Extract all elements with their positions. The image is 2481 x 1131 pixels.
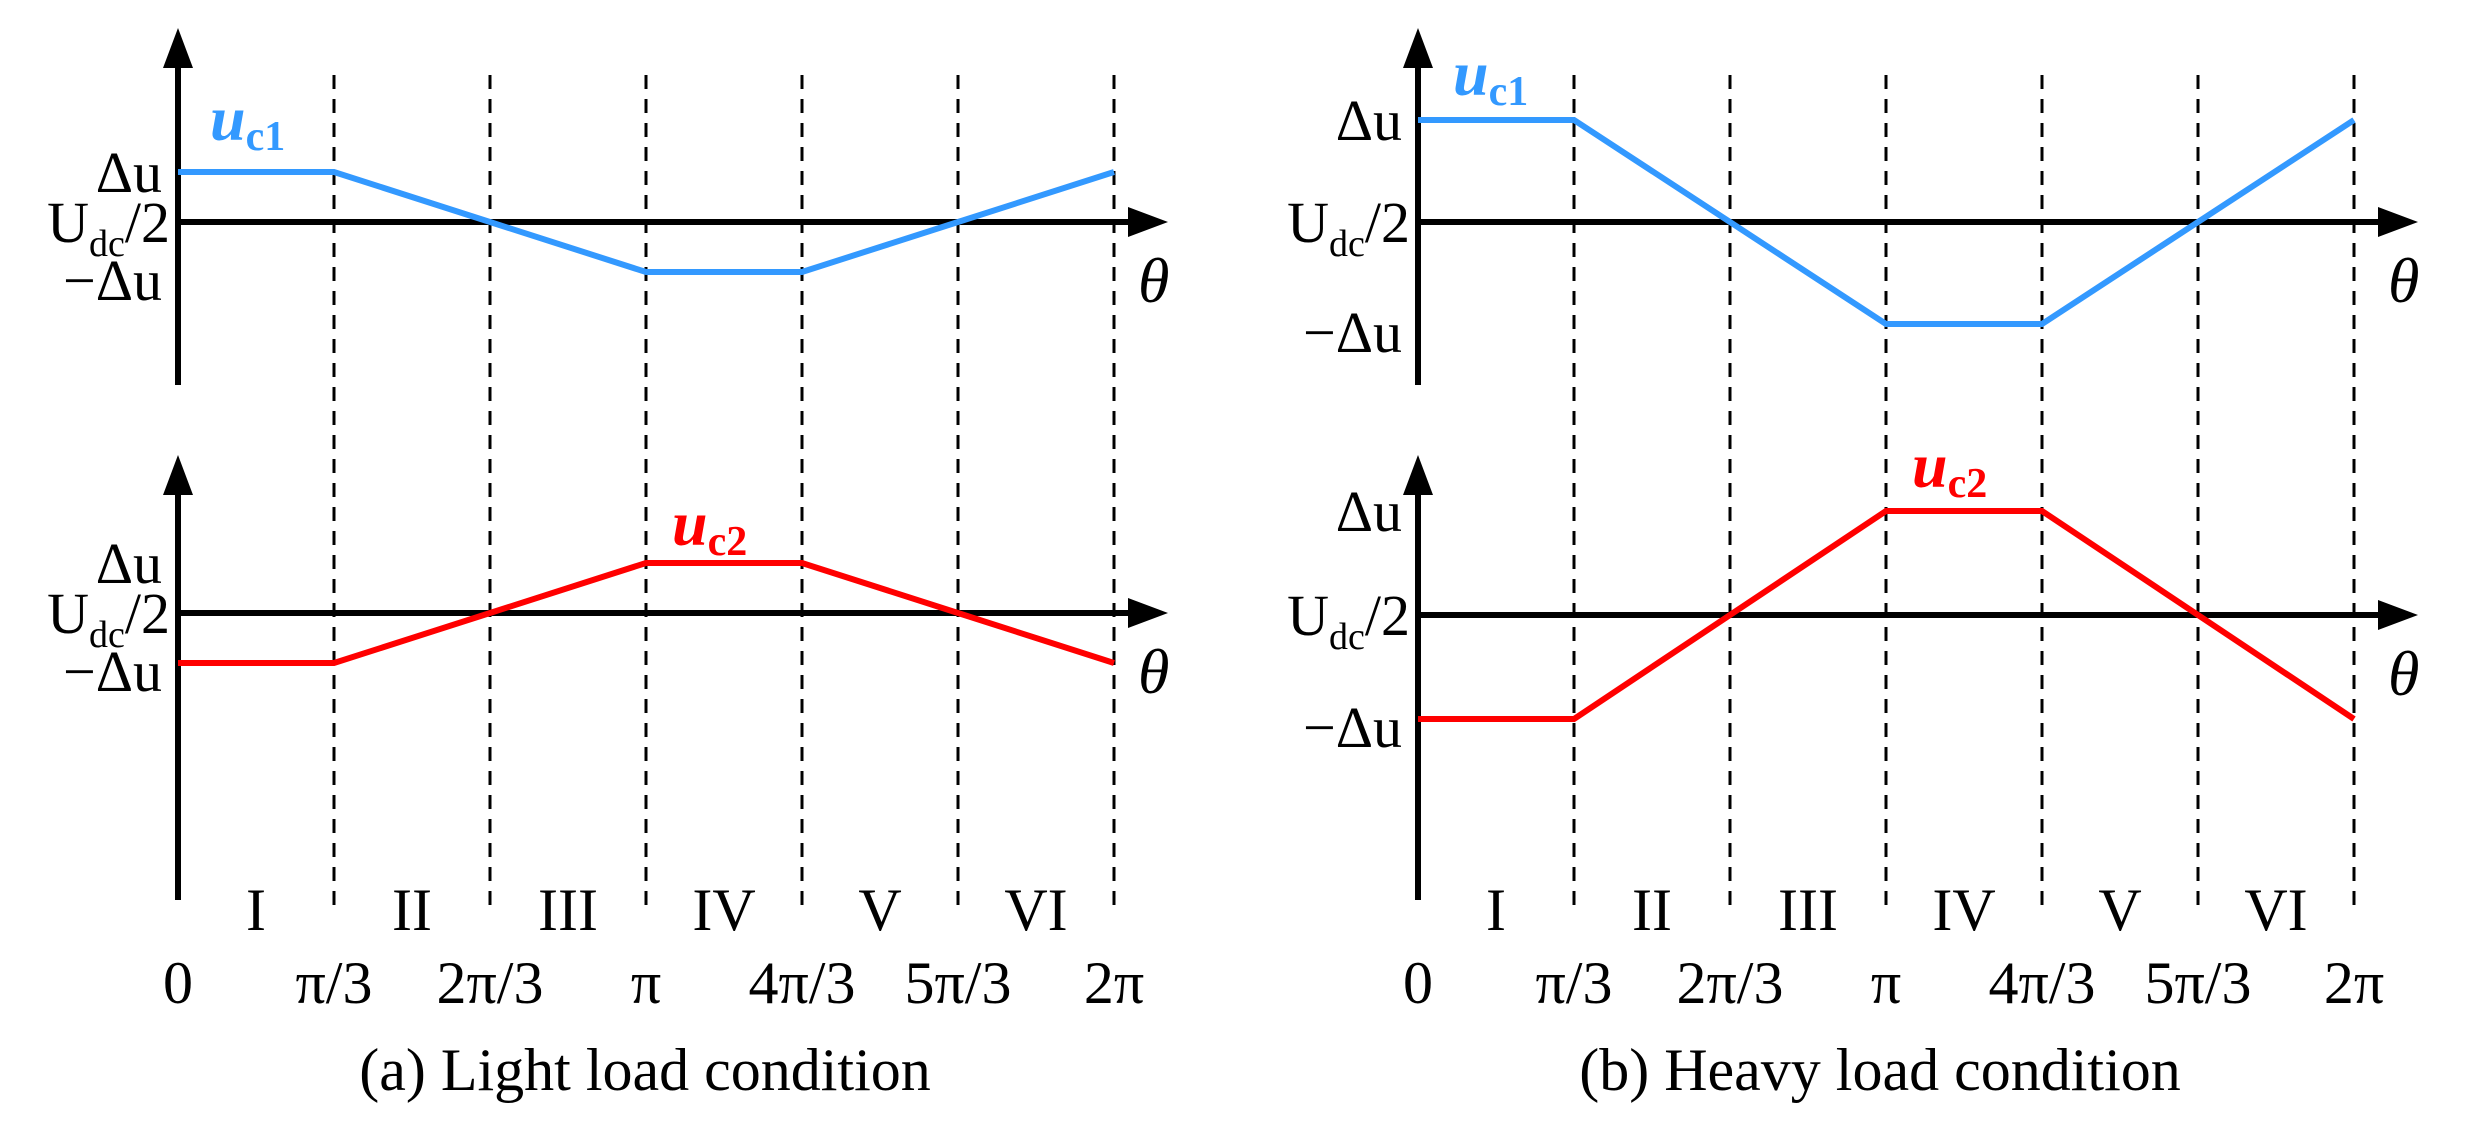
y-axis-arrowhead	[1403, 455, 1433, 495]
x-tick-label: 2π	[2324, 950, 2384, 1016]
x-tick-label: 5π/3	[905, 950, 1012, 1016]
series-label-subscript: c2	[1948, 461, 1988, 507]
level-label-bottom: −Δu	[63, 639, 162, 704]
y-axis-arrowhead	[163, 455, 193, 495]
series-label-subscript: c1	[1489, 69, 1529, 115]
x-axis-arrowhead	[2378, 600, 2418, 630]
waveform-c1-line	[1418, 117, 2356, 327]
y-axis-arrowhead	[163, 28, 193, 68]
region-label: I	[1486, 877, 1506, 943]
x-tick-label: 2π	[1084, 950, 1144, 1016]
series-label-main: u	[210, 83, 246, 154]
region-label: III	[538, 877, 598, 943]
x-tick-label: 4π/3	[749, 950, 856, 1016]
series-label-subscript: c1	[246, 114, 286, 160]
x-tick-label: π	[631, 950, 661, 1016]
x-axis-label: θ	[2388, 638, 2419, 709]
waveform-c2-line	[1418, 508, 2356, 722]
level-label-top: Δu	[1336, 479, 1402, 544]
series-label-c1: uc1	[210, 83, 285, 160]
level-label-bottom: −Δu	[1303, 695, 1402, 760]
region-label: II	[392, 877, 432, 943]
level-label-mid-tail: /2	[125, 581, 170, 646]
series-label-main: u	[672, 488, 708, 559]
level-label-mid-sub: dc	[1329, 223, 1365, 265]
series-label-c2: uc2	[672, 488, 747, 565]
level-label-bottom: −Δu	[1303, 300, 1402, 365]
region-label: V	[858, 877, 901, 943]
level-label-mid-tail: /2	[1365, 583, 1410, 648]
level-label-mid-sub: dc	[89, 614, 125, 656]
level-label-mid-main: U	[47, 190, 89, 255]
waveform-c2-line	[178, 560, 1115, 666]
level-label-mid-main: U	[47, 581, 89, 646]
x-axis-arrowhead	[1128, 598, 1168, 628]
region-label: I	[246, 877, 266, 943]
region-label: VI	[1004, 877, 1067, 943]
series-label-subscript: c2	[708, 519, 748, 565]
level-label-top: Δu	[96, 140, 162, 205]
series-label-c1: uc1	[1453, 38, 1528, 115]
x-tick-label: 5π/3	[2145, 950, 2252, 1016]
series-label-c2: uc2	[1912, 430, 1987, 507]
region-label: IV	[692, 877, 755, 943]
panel-caption: (a) Light load condition	[359, 1037, 931, 1103]
level-label-mid: Udc/2	[47, 581, 170, 656]
level-label-mid-sub: dc	[1329, 616, 1365, 658]
x-axis-label: θ	[1138, 245, 1169, 316]
level-label-top: Δu	[96, 531, 162, 596]
series-label-main: u	[1912, 430, 1948, 501]
x-tick-label: 4π/3	[1989, 950, 2096, 1016]
level-label-mid: Udc/2	[47, 190, 170, 265]
region-label: II	[1632, 877, 1672, 943]
level-label-mid-sub: dc	[89, 223, 125, 265]
panel-caption: (b) Heavy load condition	[1579, 1037, 2181, 1103]
region-label: VI	[2244, 877, 2307, 943]
level-label-mid-tail: /2	[125, 190, 170, 255]
level-label-mid-tail: /2	[1365, 190, 1410, 255]
x-tick-label: π/3	[1536, 950, 1613, 1016]
level-label-mid-main: U	[1287, 583, 1329, 648]
x-axis-label: θ	[1138, 636, 1169, 707]
level-label-mid-main: U	[1287, 190, 1329, 255]
region-label: V	[2098, 877, 2141, 943]
x-tick-label: π	[1871, 950, 1901, 1016]
series-label-main: u	[1453, 38, 1489, 109]
level-label-bottom: −Δu	[63, 248, 162, 313]
level-label-mid: Udc/2	[1287, 190, 1410, 265]
x-tick-label: 2π/3	[1677, 950, 1784, 1016]
y-axis-arrowhead	[1403, 28, 1433, 68]
level-label-top: Δu	[1336, 88, 1402, 153]
level-label-mid: Udc/2	[1287, 583, 1410, 658]
region-label: III	[1778, 877, 1838, 943]
x-tick-label: 0	[163, 950, 193, 1016]
x-tick-label: 2π/3	[437, 950, 544, 1016]
x-axis-label: θ	[2388, 245, 2419, 316]
region-label: IV	[1932, 877, 1995, 943]
x-tick-label: π/3	[296, 950, 373, 1016]
x-axis-arrowhead	[1128, 207, 1168, 237]
waveform-c1-line	[178, 169, 1115, 275]
x-tick-label: 0	[1403, 950, 1433, 1016]
x-axis-arrowhead	[2378, 207, 2418, 237]
